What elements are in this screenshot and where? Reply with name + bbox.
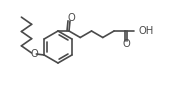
- Text: O: O: [123, 39, 130, 49]
- Text: O: O: [68, 13, 75, 23]
- Text: OH: OH: [138, 26, 153, 36]
- Text: O: O: [30, 49, 38, 59]
